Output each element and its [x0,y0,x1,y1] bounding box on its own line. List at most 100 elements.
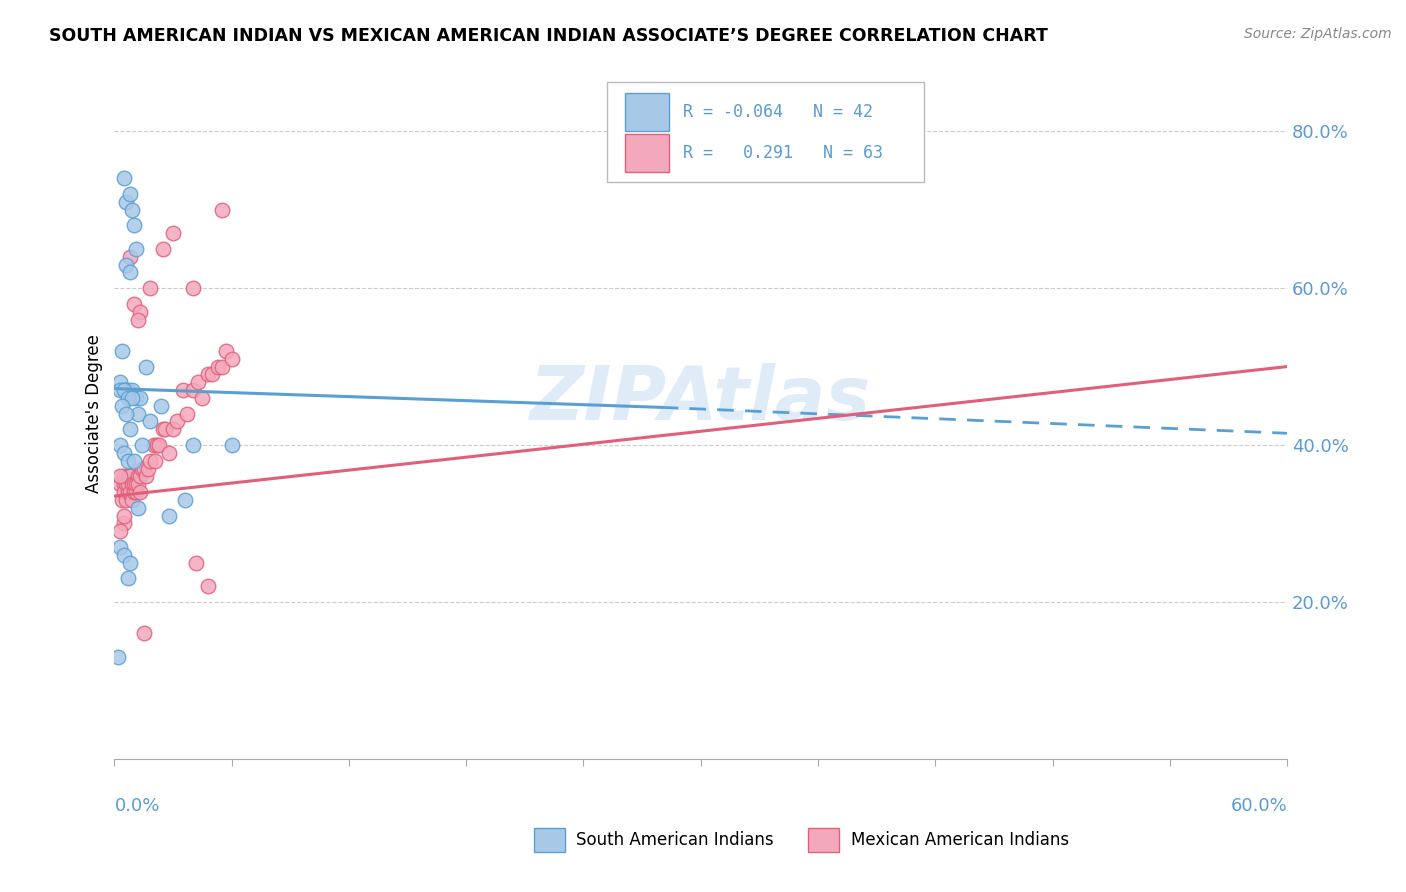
Y-axis label: Associate's Degree: Associate's Degree [86,334,103,493]
Point [131,461,153,475]
Text: Source: ZipAtlas.com: Source: ZipAtlas.com [1244,27,1392,41]
Text: 60.0%: 60.0% [1230,797,1286,814]
Point [181,281,204,295]
Point [112,477,135,491]
Text: R = -0.064   N = 42: R = -0.064 N = 42 [683,103,873,120]
Point [135,359,157,374]
Point [181,383,204,397]
Point [221,351,243,366]
Point [117,485,139,500]
Point [110,438,132,452]
Point [131,438,153,452]
Point [138,281,160,295]
Point [118,250,141,264]
Point [112,516,135,531]
Point [172,383,194,397]
FancyBboxPatch shape [624,93,669,130]
Point [162,226,184,240]
Point [142,438,165,452]
Point [121,391,143,405]
Point [122,297,145,311]
Point [148,438,170,452]
Point [215,343,238,358]
Point [118,469,141,483]
Point [117,469,139,483]
Point [118,187,141,202]
Point [112,469,135,483]
Point [157,508,180,523]
Point [128,485,150,500]
Point [122,477,145,491]
Point [111,492,134,507]
Point [138,453,160,467]
Point [115,407,138,421]
Point [152,422,174,436]
Point [111,399,134,413]
Point [132,626,155,640]
Text: South American Indians: South American Indians [576,831,775,849]
Point [166,415,188,429]
Point [187,376,209,390]
Point [112,485,135,500]
Text: SOUTH AMERICAN INDIAN VS MEXICAN AMERICAN INDIAN ASSOCIATE’S DEGREE CORRELATION : SOUTH AMERICAN INDIAN VS MEXICAN AMERICA… [49,27,1047,45]
Point [122,453,145,467]
Point [128,391,150,405]
Point [221,438,243,452]
Point [122,485,145,500]
Point [125,242,148,256]
Point [146,438,169,452]
Text: Mexican American Indians: Mexican American Indians [851,831,1069,849]
Point [211,359,233,374]
Point [117,383,139,397]
Point [150,399,173,413]
Point [121,477,143,491]
Point [191,391,214,405]
Point [112,383,135,397]
Point [111,343,134,358]
Point [110,477,132,491]
Point [135,469,157,483]
Point [112,446,135,460]
FancyBboxPatch shape [624,134,669,172]
Point [121,383,143,397]
Point [211,202,233,217]
Point [121,202,143,217]
Point [115,258,138,272]
Point [118,485,141,500]
Point [117,391,139,405]
Point [118,422,141,436]
Point [115,477,138,491]
Point [117,477,139,491]
Point [173,492,195,507]
Point [207,359,229,374]
Point [115,194,138,209]
Point [110,383,132,397]
Point [176,407,198,421]
Point [112,548,135,562]
Point [122,219,145,233]
Point [125,485,148,500]
FancyBboxPatch shape [607,82,924,182]
Point [162,422,184,436]
Point [132,461,155,475]
Point [112,508,135,523]
Point [155,422,177,436]
Point [127,407,149,421]
Point [118,556,141,570]
Point [110,376,132,390]
Point [127,477,149,491]
Point [128,304,150,318]
Text: 0.0%: 0.0% [114,797,160,814]
Point [115,383,138,397]
Point [127,469,149,483]
Point [110,469,132,483]
Point [110,540,132,554]
Point [115,492,138,507]
Point [125,477,148,491]
Point [197,368,219,382]
Point [152,242,174,256]
Point [121,492,143,507]
Point [136,461,159,475]
Point [128,469,150,483]
Point [201,368,224,382]
